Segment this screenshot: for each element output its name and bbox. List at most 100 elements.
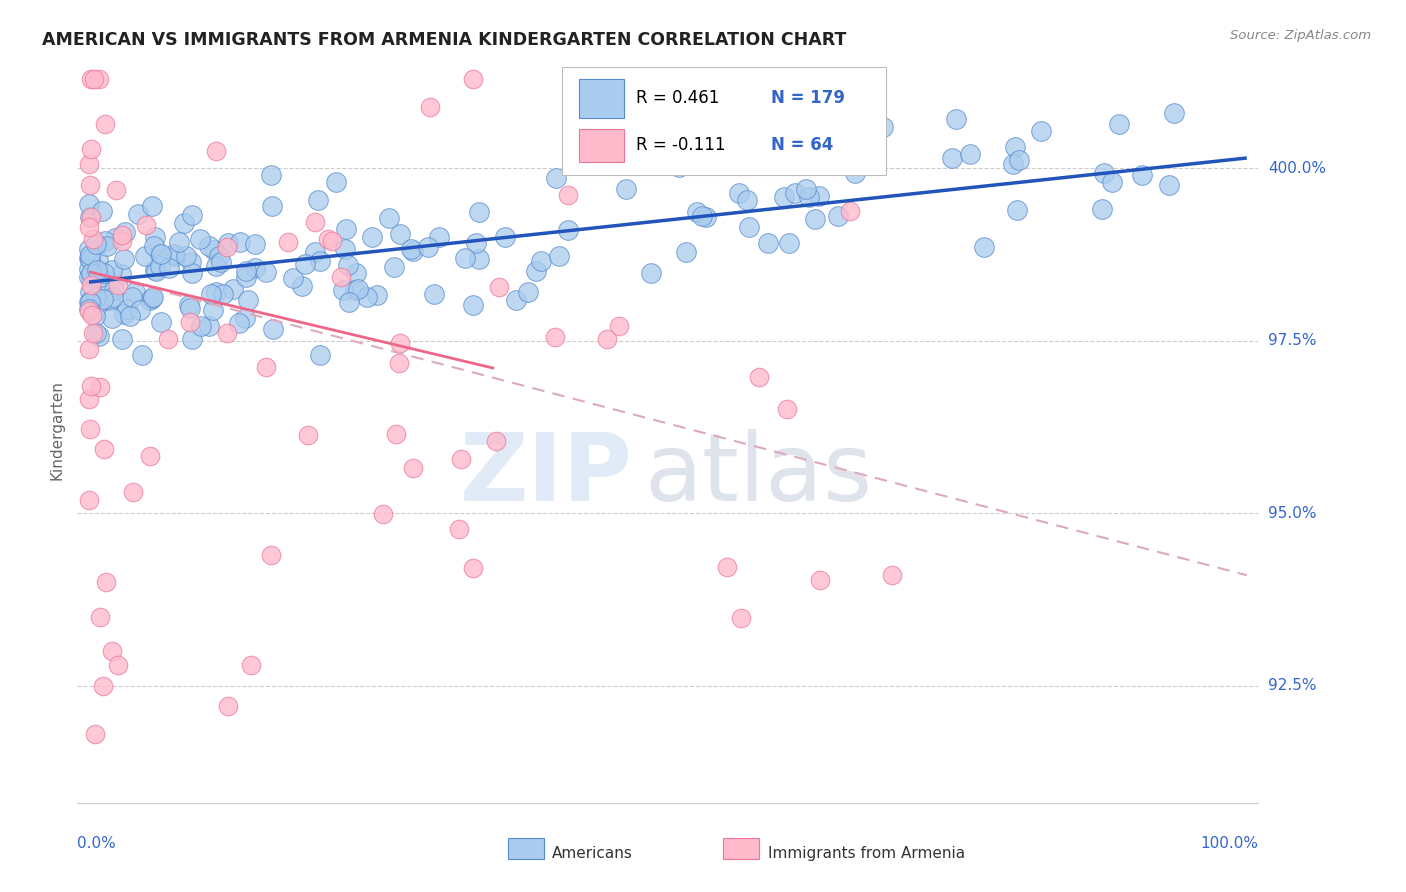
Point xyxy=(198,318,221,333)
Point xyxy=(202,302,225,317)
Point xyxy=(1163,106,1185,120)
Point xyxy=(344,265,367,279)
Point xyxy=(1031,124,1053,138)
Point xyxy=(776,401,799,416)
Point xyxy=(100,263,122,277)
Bar xyxy=(723,838,759,859)
Point xyxy=(129,302,152,317)
Point xyxy=(1004,140,1026,154)
Point xyxy=(304,215,326,229)
Bar xyxy=(579,78,624,118)
Point xyxy=(228,316,250,330)
Bar xyxy=(509,838,544,859)
Point xyxy=(517,285,540,299)
Point xyxy=(77,157,100,171)
Point xyxy=(260,549,283,563)
Point xyxy=(388,227,411,241)
Point xyxy=(101,290,124,304)
Point xyxy=(872,120,894,134)
Point xyxy=(79,422,101,436)
Point xyxy=(84,326,107,341)
Point xyxy=(388,335,411,350)
Point xyxy=(402,460,425,475)
Point xyxy=(399,243,422,257)
Point xyxy=(84,237,107,252)
Point xyxy=(82,326,104,340)
Point xyxy=(254,265,277,279)
Point xyxy=(488,280,510,294)
Point xyxy=(124,285,146,299)
Point xyxy=(277,235,299,249)
Point xyxy=(463,560,485,574)
Point xyxy=(91,204,114,219)
Point xyxy=(463,298,485,312)
Text: N = 179: N = 179 xyxy=(770,89,845,107)
Point xyxy=(115,302,138,317)
Point xyxy=(461,71,484,86)
Point xyxy=(80,308,103,322)
Point xyxy=(96,239,118,253)
Point xyxy=(738,219,761,234)
Point xyxy=(468,204,491,219)
Point xyxy=(211,286,233,301)
Point xyxy=(131,347,153,361)
Point xyxy=(1091,202,1114,217)
Point xyxy=(1157,178,1180,193)
Point xyxy=(419,100,441,114)
Point xyxy=(735,193,758,207)
Text: Americans: Americans xyxy=(553,846,633,861)
Point xyxy=(1130,168,1153,182)
Point xyxy=(179,314,201,328)
Point xyxy=(89,609,111,624)
Point xyxy=(640,266,662,280)
Point xyxy=(839,203,862,218)
Point xyxy=(77,342,100,356)
Text: atlas: atlas xyxy=(644,429,873,521)
Point xyxy=(773,190,796,204)
Point xyxy=(385,426,408,441)
Text: 95.0%: 95.0% xyxy=(1268,506,1316,521)
Point xyxy=(114,225,136,239)
Point xyxy=(827,209,849,223)
Point xyxy=(208,249,231,263)
Point xyxy=(668,160,690,174)
Point xyxy=(233,311,256,326)
Text: Immigrants from Armenia: Immigrants from Armenia xyxy=(768,846,966,861)
Point xyxy=(402,244,425,258)
Point xyxy=(217,236,239,251)
Point xyxy=(797,190,820,204)
Point xyxy=(794,182,817,196)
Point xyxy=(127,207,149,221)
Point xyxy=(79,294,101,309)
Point xyxy=(333,242,356,256)
Point xyxy=(188,232,211,246)
Point xyxy=(243,236,266,251)
Point xyxy=(139,450,162,464)
Point xyxy=(79,252,101,267)
Point xyxy=(807,189,830,203)
Point xyxy=(122,485,145,500)
Point xyxy=(79,294,101,309)
Point xyxy=(111,234,134,248)
Point xyxy=(80,266,103,280)
Point xyxy=(80,270,103,285)
Point xyxy=(79,178,101,192)
Point xyxy=(94,282,117,296)
Point xyxy=(332,283,354,297)
Point xyxy=(142,239,165,253)
Point xyxy=(447,522,470,536)
Point xyxy=(1001,157,1024,171)
Point xyxy=(728,186,751,201)
Text: 400.0%: 400.0% xyxy=(1268,161,1326,176)
Point xyxy=(96,575,118,590)
Point xyxy=(262,322,284,336)
Point xyxy=(89,380,111,394)
Point xyxy=(77,492,100,507)
Point xyxy=(337,258,360,272)
Point xyxy=(344,283,367,297)
Point xyxy=(180,255,202,269)
Point xyxy=(304,245,326,260)
Point xyxy=(215,239,238,253)
Point xyxy=(297,427,319,442)
FancyBboxPatch shape xyxy=(561,67,886,175)
